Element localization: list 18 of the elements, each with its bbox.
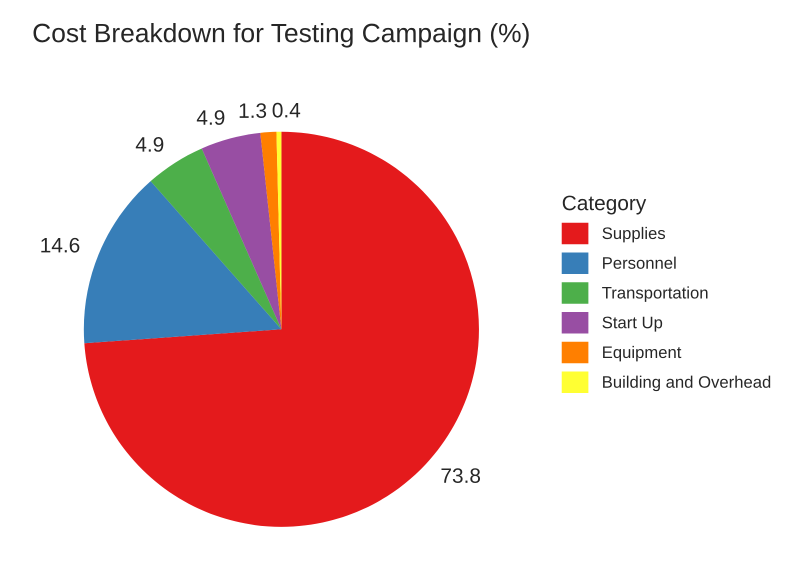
data-label: 14.6 bbox=[41, 238, 80, 253]
data-label: 4.9 bbox=[136, 137, 164, 152]
legend-label: Supplies bbox=[602, 226, 666, 242]
data-label: 4.9 bbox=[196, 110, 224, 125]
data-label: 73.8 bbox=[441, 468, 480, 484]
legend-label: Start Up bbox=[602, 316, 662, 332]
legend-title: Category bbox=[562, 196, 646, 214]
pie-slice bbox=[202, 132, 282, 330]
legend-label: Equipment bbox=[603, 346, 682, 362]
pie-slice bbox=[84, 181, 282, 344]
data-label: 0.4 bbox=[272, 102, 300, 118]
chart-title: Cost Breakdown for Testing Campaign (%) bbox=[34, 22, 529, 48]
legend-label: Personnel bbox=[603, 256, 676, 269]
legend-label: Building and Overhead bbox=[603, 376, 770, 392]
pie-slice bbox=[84, 132, 479, 527]
data-label: 1.3 bbox=[240, 103, 266, 118]
legend-label: Transportation bbox=[602, 286, 708, 302]
pie-slice bbox=[260, 132, 282, 330]
